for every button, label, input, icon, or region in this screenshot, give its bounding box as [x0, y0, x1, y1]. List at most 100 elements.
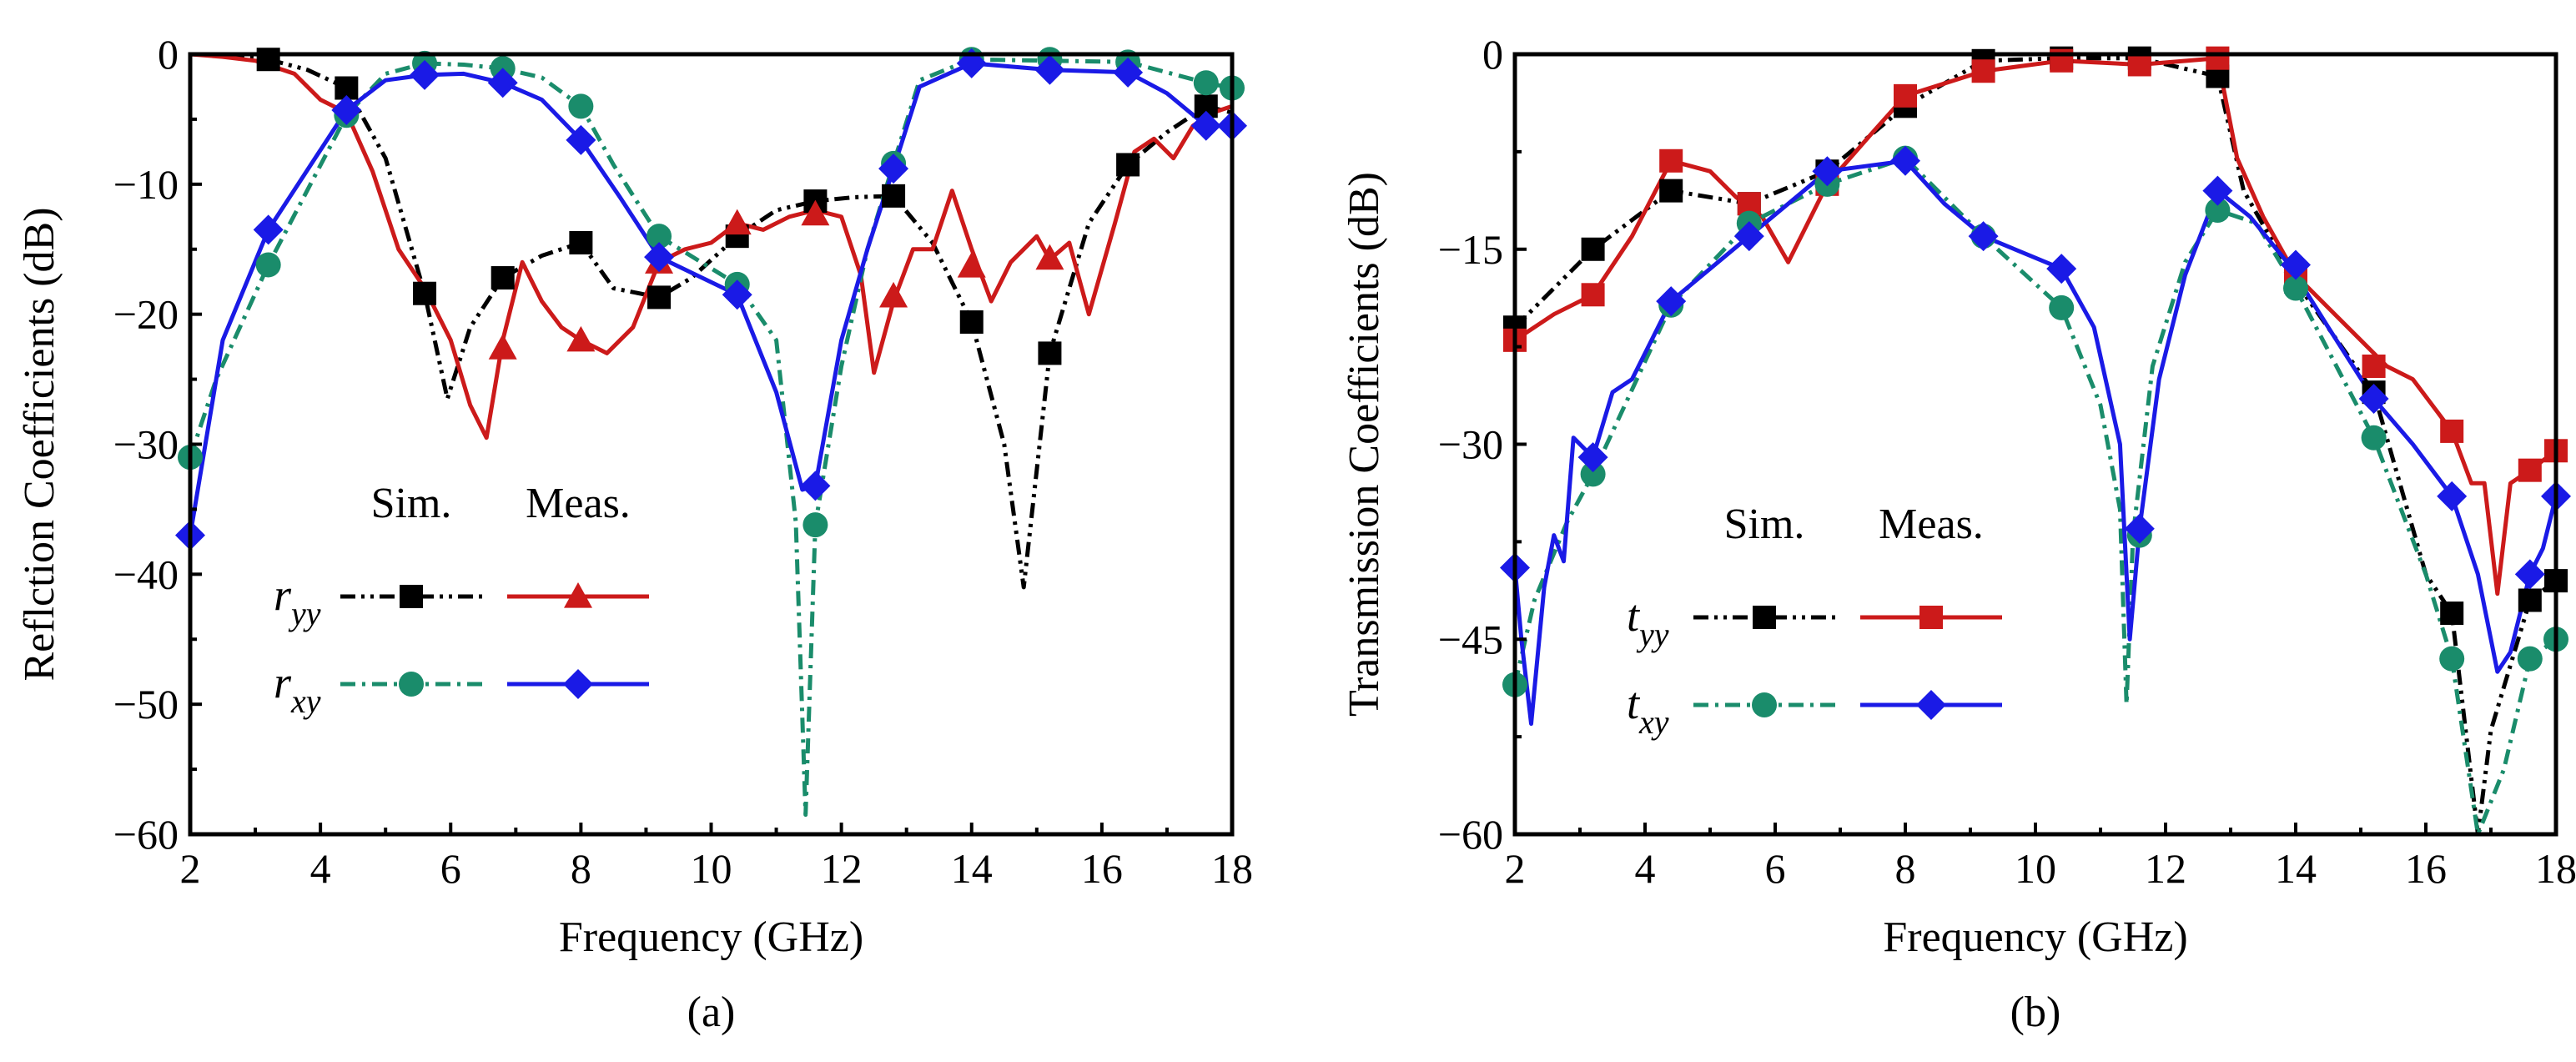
panel-a-x-tick-label: 6	[440, 845, 461, 892]
panel-b-series-line-3	[1515, 159, 2556, 726]
panel-a-y-tick-label: −30	[113, 421, 179, 468]
panel-b-series-2-point	[2439, 646, 2465, 672]
panel-b-series-1-point	[1971, 59, 1995, 83]
panel-b-caption: (b)	[2010, 989, 2061, 1036]
panel-a-x-tick-label: 8	[571, 845, 591, 892]
panel-b-series-line-0	[1515, 56, 2556, 834]
panel-b-series-2-point	[1580, 461, 1606, 487]
panel-b-series-3-point	[2124, 513, 2155, 544]
panel-b-series-0-point	[2518, 588, 2542, 612]
panel-a-series-0-point	[647, 285, 672, 310]
panel-b-series-2-point	[2049, 294, 2075, 320]
panel-b-series-0-point	[2440, 601, 2464, 626]
panel-a-series-3-point	[1190, 110, 1221, 141]
panel-a-series-line-2	[190, 57, 1232, 818]
panel-b-series-1-point	[2518, 458, 2542, 482]
panel-a-x-tick-label: 14	[951, 845, 993, 892]
panel-b-series-3-point	[1812, 156, 1843, 187]
panel-a-series-3-point	[566, 124, 596, 155]
panel-a-x-tick-label: 2	[180, 845, 201, 892]
panel-b-x-tick-label: 12	[2145, 845, 2186, 892]
panel-b-series-3-point	[2358, 383, 2389, 414]
panel-a-series-line-1	[190, 54, 1232, 440]
panel-b-legend-row-label: txy	[1627, 678, 1669, 741]
panel-a-series-0-point	[959, 310, 984, 335]
panel-b-legend-marker	[1916, 690, 1946, 720]
panel-b-series-3-point	[2046, 254, 2077, 284]
panel-a-y-axis-label: Reflction Coefficients (dB)	[16, 207, 63, 681]
panel-b-series-3-point	[1733, 221, 1764, 252]
panel-b-y-tick-label: −15	[1438, 226, 1503, 273]
panel-b-legend-marker	[1752, 692, 1777, 717]
panel-a-series-line-0	[190, 54, 1232, 590]
panel-a-series-1-point	[801, 199, 830, 226]
panel-b-legend-row-label: tyy	[1627, 591, 1669, 653]
panel-a-series-3-point	[253, 214, 284, 245]
panel-a-series-3-point	[331, 95, 362, 126]
panel-b-series-2-point	[2205, 198, 2231, 223]
panel-b-y-tick-label: −30	[1438, 421, 1503, 468]
panel-b-series-line-1	[1515, 56, 2556, 596]
panel-b-series-0-point	[1659, 179, 1683, 203]
panel-b-legend-marker	[1753, 606, 1776, 629]
panel-a-legend-row-label: rxy	[274, 657, 321, 720]
panel-b-y-tick-label: −45	[1438, 616, 1503, 662]
panel-a-legend-row-label: ryy	[274, 570, 321, 632]
panel-a-series-line-3	[190, 61, 1232, 536]
panel-a-legend-marker	[399, 672, 424, 697]
panel-b-legend-marker	[1919, 606, 1943, 629]
panel-a-series-3-point	[800, 471, 831, 501]
panel-b-series-3-point	[2281, 249, 2311, 280]
panel-a-series-3-point	[722, 279, 752, 310]
panel-a-series-1-point	[722, 209, 752, 235]
panel-b-x-tick-label: 6	[1765, 845, 1786, 892]
panel-b-plot-area: 2 4 6 8 10 12 14 16 18 0 −15 −30 −45 −60 Sim. Meas. tyy t…	[1438, 31, 2576, 892]
panel-b-x-tick-label: 2	[1505, 845, 1526, 892]
panel-b-series-3-point	[1577, 442, 1608, 473]
panel-b-x-tick-label: 4	[1635, 845, 1656, 892]
panel-a-legend-header-1: Meas.	[526, 480, 631, 527]
panel-a-series-3-point	[410, 59, 440, 90]
panel-b-series-3-point	[1890, 145, 1920, 176]
panel-a-series-2-point	[255, 252, 281, 278]
panel-a-x-tick-label: 10	[691, 845, 732, 892]
panel-b-series-3-point	[2202, 175, 2233, 206]
panel-a-y-tick-label: 0	[158, 31, 179, 78]
panel-a-x-tick-label: 18	[1211, 845, 1253, 892]
panel-a-axes-frame	[188, 52, 1235, 837]
panel-b-legend-header-0: Sim.	[1724, 501, 1805, 548]
panel-a-legend-marker	[400, 585, 423, 608]
panel-a-plot-area: 2 4 6 8 10 12 14 16 18 0 −10 −20 −30 −40 −50 −60 Sim. Mea…	[113, 31, 1253, 892]
panel-a-series-1-point	[488, 334, 517, 360]
panel-b-transmission-chart: 2 4 6 8 10 12 14 16 18 0 −15 −30 −45 −60 Sim. Meas. tyy t…	[1341, 31, 2576, 1036]
panel-b-x-tick-label: 16	[2405, 845, 2447, 892]
panel-a-series-2-point	[802, 512, 828, 538]
panel-a-y-tick-label: −40	[113, 551, 179, 597]
panel-b-x-tick-label: 14	[2275, 845, 2317, 892]
panel-a-series-0-point	[413, 281, 437, 305]
panel-b-x-tick-label: 10	[2015, 845, 2056, 892]
panel-b-series-3-point	[2514, 559, 2545, 590]
panel-a-y-tick-label: −10	[113, 161, 179, 208]
panel-a-series-3-point	[878, 154, 909, 184]
panel-a-legend-marker	[563, 669, 593, 699]
panel-b-y-axis-label: Transmission Coefficients (dB)	[1341, 172, 1388, 717]
panel-a-x-tick-label: 12	[821, 845, 863, 892]
panel-a-series-3-point	[1113, 57, 1144, 88]
panel-b-legend: Sim. Meas. tyy txy	[1627, 501, 2002, 741]
panel-a-x-tick-label: 16	[1081, 845, 1123, 892]
panel-a-y-tick-label: −50	[113, 681, 179, 727]
panel-a-series-1-point	[1035, 244, 1064, 270]
panel-b-series-2-point	[2517, 646, 2543, 672]
panel-a-series-0-point	[1038, 341, 1062, 365]
panel-b-x-tick-label: 18	[2535, 845, 2576, 892]
panel-a-series-2-point	[647, 224, 672, 249]
panel-b-series-0-point	[1581, 237, 1605, 261]
panel-a-series-3-point	[1034, 54, 1065, 85]
panel-a-y-tick-label: −60	[113, 811, 179, 858]
panel-a-legend-marker	[564, 582, 592, 608]
panel-a-reflection-chart: 2 4 6 8 10 12 14 16 18 0 −10 −20 −30 −40 −50 −60 Sim. Mea…	[16, 31, 1253, 1036]
panel-b-series-1-point	[2362, 355, 2386, 378]
panel-b-series-2-point	[2361, 425, 2387, 450]
